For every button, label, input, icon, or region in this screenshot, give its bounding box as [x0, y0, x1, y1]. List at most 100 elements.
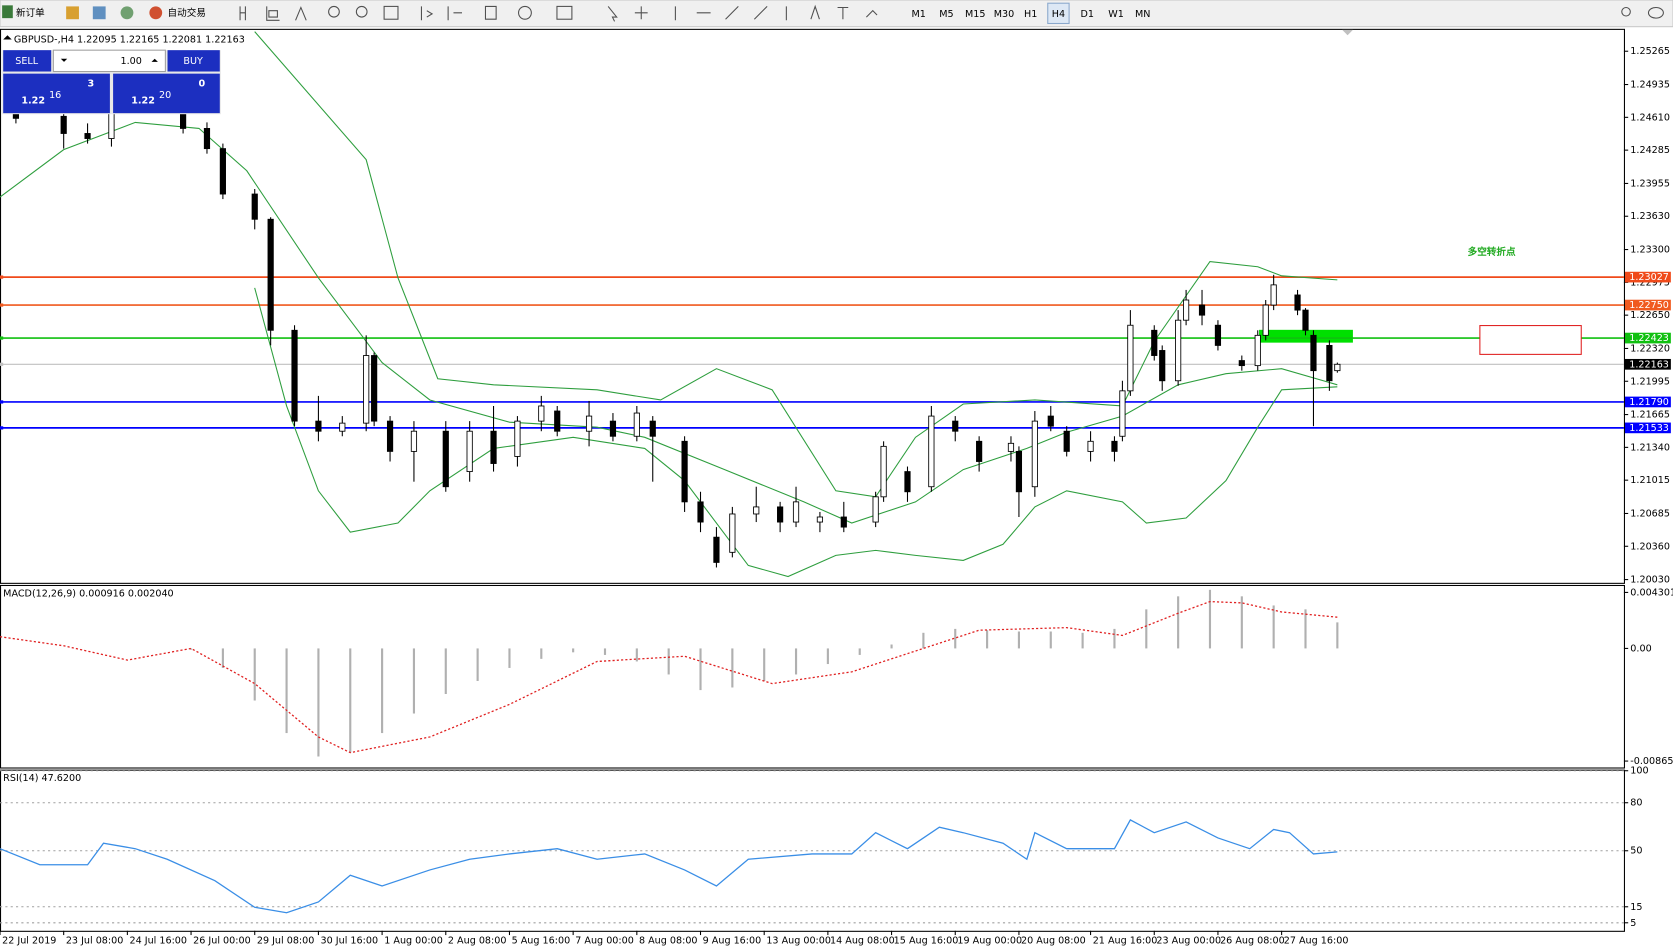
sell-button[interactable]	[3, 50, 52, 72]
candle-body	[514, 420, 521, 457]
y-tick-label: 15	[1630, 902, 1642, 913]
buy-button[interactable]	[167, 50, 220, 72]
level-tag	[1624, 422, 1671, 434]
icon[interactable]	[328, 5, 340, 18]
lots-up[interactable]	[151, 58, 158, 62]
candle-body	[339, 422, 346, 432]
timeframe[interactable]: W1	[1108, 9, 1124, 20]
rsi-line	[0, 819, 1338, 914]
timeframe[interactable]: M5	[939, 9, 953, 20]
buy-label[interactable]: BUY	[183, 56, 203, 67]
ask-small[interactable]: 0	[198, 78, 205, 89]
icon[interactable]	[66, 6, 79, 20]
bollinger-band	[254, 31, 1338, 498]
timeframe[interactable]: D1	[1080, 9, 1093, 20]
ask-prefix[interactable]: 1.22	[131, 95, 155, 106]
auto-trading[interactable]: 自动交易	[168, 7, 206, 19]
panel-title: RSI(14) 47.6200	[3, 773, 81, 784]
icon[interactable]	[149, 6, 163, 20]
candle-body	[1302, 309, 1309, 331]
lots-down[interactable]	[60, 58, 68, 62]
bid-box[interactable]	[3, 73, 110, 114]
icon[interactable]	[355, 5, 368, 18]
macd-bar	[1145, 609, 1148, 649]
candle-body	[1151, 329, 1158, 356]
macd-bar	[572, 648, 575, 653]
level-label: 1.22750	[1629, 300, 1669, 311]
x-tick-label: 23 Aug 00:00	[1156, 935, 1221, 946]
timeframe[interactable]: H4	[1052, 9, 1065, 20]
candle-body	[729, 513, 736, 553]
lots[interactable]: 1.00	[121, 56, 142, 67]
x-tick-label: 7 Aug 00:00	[575, 935, 634, 946]
level-callout-box	[1479, 325, 1582, 355]
candle-body	[1198, 304, 1206, 316]
level-tag	[1624, 358, 1671, 370]
icon[interactable]	[383, 5, 399, 20]
macd-bar	[412, 648, 416, 714]
x-tick-label: 2 Aug 08:00	[448, 935, 507, 946]
candle-body	[1007, 442, 1015, 452]
level-label: 1.21533	[1629, 423, 1669, 434]
x-tick-label: 1 Aug 00:00	[384, 935, 443, 946]
sell-label[interactable]: SELL	[15, 56, 38, 67]
macd-bar	[285, 648, 288, 734]
icon[interactable]	[92, 6, 106, 20]
macd-bar	[1049, 631, 1052, 649]
x-tick-label: 13 Aug 00:00	[766, 935, 831, 946]
timeframe[interactable]: H1	[1024, 9, 1037, 20]
icon[interactable]	[120, 6, 134, 20]
timeframes: M1 M5 M15 M30 H1 H4 D1 W1 MN	[911, 9, 1150, 20]
candle-body	[1214, 324, 1222, 346]
bid-prefix[interactable]: 1.22	[21, 95, 45, 106]
y-tick-label: 1.23955	[1630, 178, 1670, 189]
new-order[interactable]: 新订单	[16, 7, 45, 19]
candle-body	[267, 218, 274, 331]
timeframe[interactable]: M15	[965, 9, 985, 20]
bid-big[interactable]: 16	[49, 90, 61, 101]
icon[interactable]	[420, 5, 497, 21]
candle-body	[386, 420, 394, 452]
y-tick-label: 1.21995	[1630, 376, 1670, 387]
macd-bar	[731, 648, 734, 688]
level-handle	[0, 303, 4, 307]
icon[interactable]	[556, 5, 573, 20]
icon[interactable]	[1647, 6, 1664, 19]
collapse-icon[interactable]	[3, 35, 12, 40]
icon[interactable]	[239, 6, 307, 21]
macd-bar	[1336, 622, 1339, 649]
icon[interactable]	[1621, 6, 1631, 17]
level-handle	[0, 336, 4, 340]
x-tick-label: 14 Aug 08:00	[830, 935, 895, 946]
macd-bar	[1081, 632, 1084, 649]
lots-box[interactable]	[52, 49, 166, 73]
candle-body	[1175, 319, 1182, 382]
timeframe[interactable]: M30	[994, 9, 1014, 20]
icon[interactable]	[518, 5, 532, 20]
macd-bar	[954, 628, 957, 649]
level-tag	[1624, 271, 1671, 283]
icon[interactable]	[607, 4, 878, 22]
x-tick-label: 23 Jul 08:00	[66, 935, 124, 946]
macd-bar	[381, 648, 384, 734]
candle-body	[816, 516, 824, 523]
level-handle	[0, 362, 4, 366]
active-timeframe	[1047, 2, 1070, 25]
shift-marker	[1342, 29, 1353, 36]
timeframe[interactable]: M1	[911, 9, 925, 20]
level-handle	[0, 400, 4, 404]
icon[interactable]	[2, 5, 13, 19]
ask-big[interactable]: 20	[159, 90, 171, 101]
candle-body	[251, 193, 258, 220]
candle-body	[538, 405, 545, 422]
ask-box[interactable]	[113, 73, 220, 114]
macd-bar	[189, 648, 193, 650]
macd-bar	[1240, 596, 1243, 649]
bollinger-band	[254, 287, 1338, 578]
candle-body	[1087, 440, 1094, 452]
candle-body	[371, 355, 378, 422]
candle-body	[976, 440, 983, 462]
bid-small[interactable]: 3	[87, 78, 94, 89]
timeframe[interactable]: MN	[1135, 9, 1150, 20]
